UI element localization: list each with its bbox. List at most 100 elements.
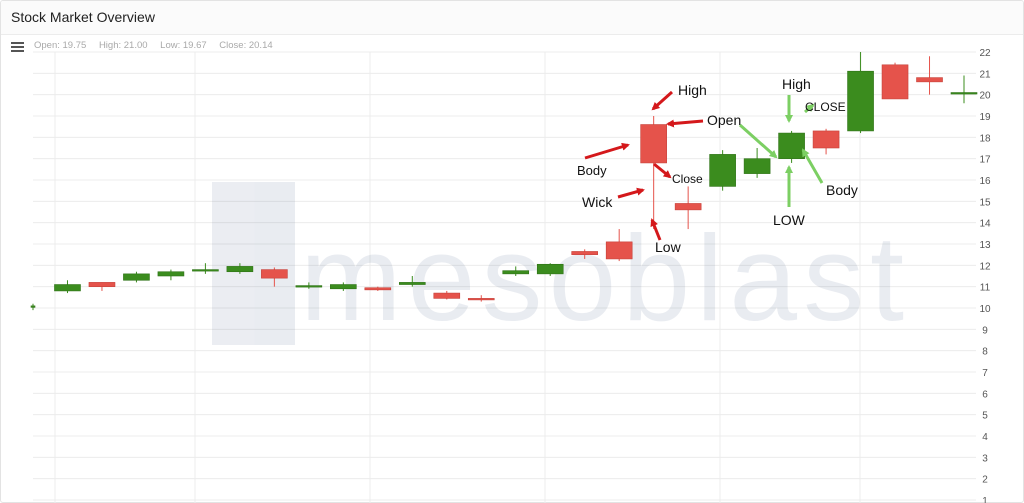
candle-body [916, 77, 943, 83]
candle [605, 229, 633, 262]
candle-body [261, 269, 288, 279]
candle [916, 56, 943, 95]
chart-grid [33, 51, 976, 503]
arrow-open [666, 119, 704, 128]
candle-body [743, 158, 771, 174]
label-green-close: CLOSE [805, 100, 846, 114]
y-tick-label: 20 [979, 91, 991, 102]
candle-body [605, 241, 633, 260]
label-green-high: High [782, 76, 811, 92]
y-tick-label: 16 [979, 176, 991, 187]
candle [847, 52, 874, 134]
candle-body [398, 282, 426, 285]
candle [433, 290, 461, 300]
y-tick-label: 2 [982, 475, 988, 486]
candle [743, 148, 771, 178]
candle-body [295, 285, 323, 288]
candle-body [847, 70, 874, 132]
candle-body [502, 270, 530, 275]
label-high: High [678, 82, 707, 98]
candle [536, 263, 564, 276]
label-wick: Wick [582, 194, 613, 210]
y-tick-label: 14 [979, 219, 991, 230]
y-tick-label: 1 [982, 496, 988, 503]
candle [88, 282, 116, 291]
title-bar: Stock Market Overview [1, 1, 1023, 35]
label-low: Low [655, 239, 682, 255]
y-tick-label: 18 [979, 133, 991, 144]
arrow-green-close [804, 103, 815, 114]
y-tick-label: 21 [979, 69, 991, 80]
label-green-low: LOW [773, 212, 806, 228]
arrow-close [653, 162, 672, 179]
y-tick-label: 9 [982, 325, 988, 336]
candle-body [536, 263, 564, 275]
candle-body [950, 92, 978, 95]
ohlc-high: High: 21.00 [98, 40, 148, 51]
candle [295, 282, 323, 289]
candle-body [640, 124, 667, 164]
candle [709, 150, 736, 191]
candle [467, 295, 495, 302]
y-tick-label: 5 [982, 411, 988, 422]
candle [778, 130, 805, 163]
arrow-high [651, 90, 674, 111]
candle-body [571, 251, 599, 255]
candle-body [30, 305, 36, 308]
window-title: Stock Market Overview [11, 9, 155, 25]
candle-body [812, 130, 840, 149]
y-tick-label: 19 [979, 112, 991, 123]
y-tick-label: 17 [979, 155, 991, 166]
mesoblast-watermark: mesoblast [212, 182, 904, 346]
arrow-green-open [739, 123, 778, 159]
candle [54, 280, 81, 294]
candle [261, 267, 288, 287]
candle [950, 75, 978, 104]
ohlc-close: Close: 20.14 [219, 40, 273, 51]
candle [226, 263, 254, 274]
candle [192, 263, 219, 274]
ohlc-open: Open: 19.75 [34, 40, 87, 51]
y-tick-label: 22 [979, 48, 991, 59]
candle [571, 249, 599, 259]
candle-body [54, 284, 81, 292]
label-close: Close [672, 172, 703, 186]
candle-body [433, 292, 461, 299]
candle-body [778, 132, 805, 159]
candle-body [157, 271, 185, 277]
candle [881, 62, 909, 100]
candle [674, 186, 702, 230]
candle-body [192, 269, 219, 272]
candle-body [467, 298, 495, 301]
y-tick-label: 10 [979, 304, 991, 315]
arrow-green-body [801, 148, 824, 184]
candle-body [364, 287, 392, 291]
label-open: Open [707, 112, 741, 128]
y-tick-label: 8 [982, 347, 988, 358]
arrow-wick [617, 187, 645, 199]
candle [812, 128, 840, 155]
candles [30, 52, 978, 311]
y-tick-label: 7 [982, 368, 988, 379]
hamburger-menu-icon[interactable] [11, 42, 24, 53]
arrow-low [650, 218, 662, 241]
candle [157, 269, 185, 281]
label-body: Body [577, 163, 607, 178]
candle [330, 282, 357, 291]
candle-body [88, 282, 116, 287]
candle [640, 116, 667, 230]
y-tick-label: 4 [982, 432, 988, 443]
candle-body [123, 273, 150, 281]
y-tick-label: 6 [982, 389, 988, 400]
label-green-body: Body [826, 182, 858, 198]
candle [502, 266, 530, 276]
arrow-body [584, 142, 630, 160]
y-tick-label: 15 [979, 197, 991, 208]
candle-body [226, 266, 254, 273]
candle-body [674, 203, 702, 211]
ohlc-readout: Open: 19.75 High: 21.00 Low: 19.67 Close… [34, 40, 283, 51]
y-tick-label: 11 [980, 283, 991, 294]
